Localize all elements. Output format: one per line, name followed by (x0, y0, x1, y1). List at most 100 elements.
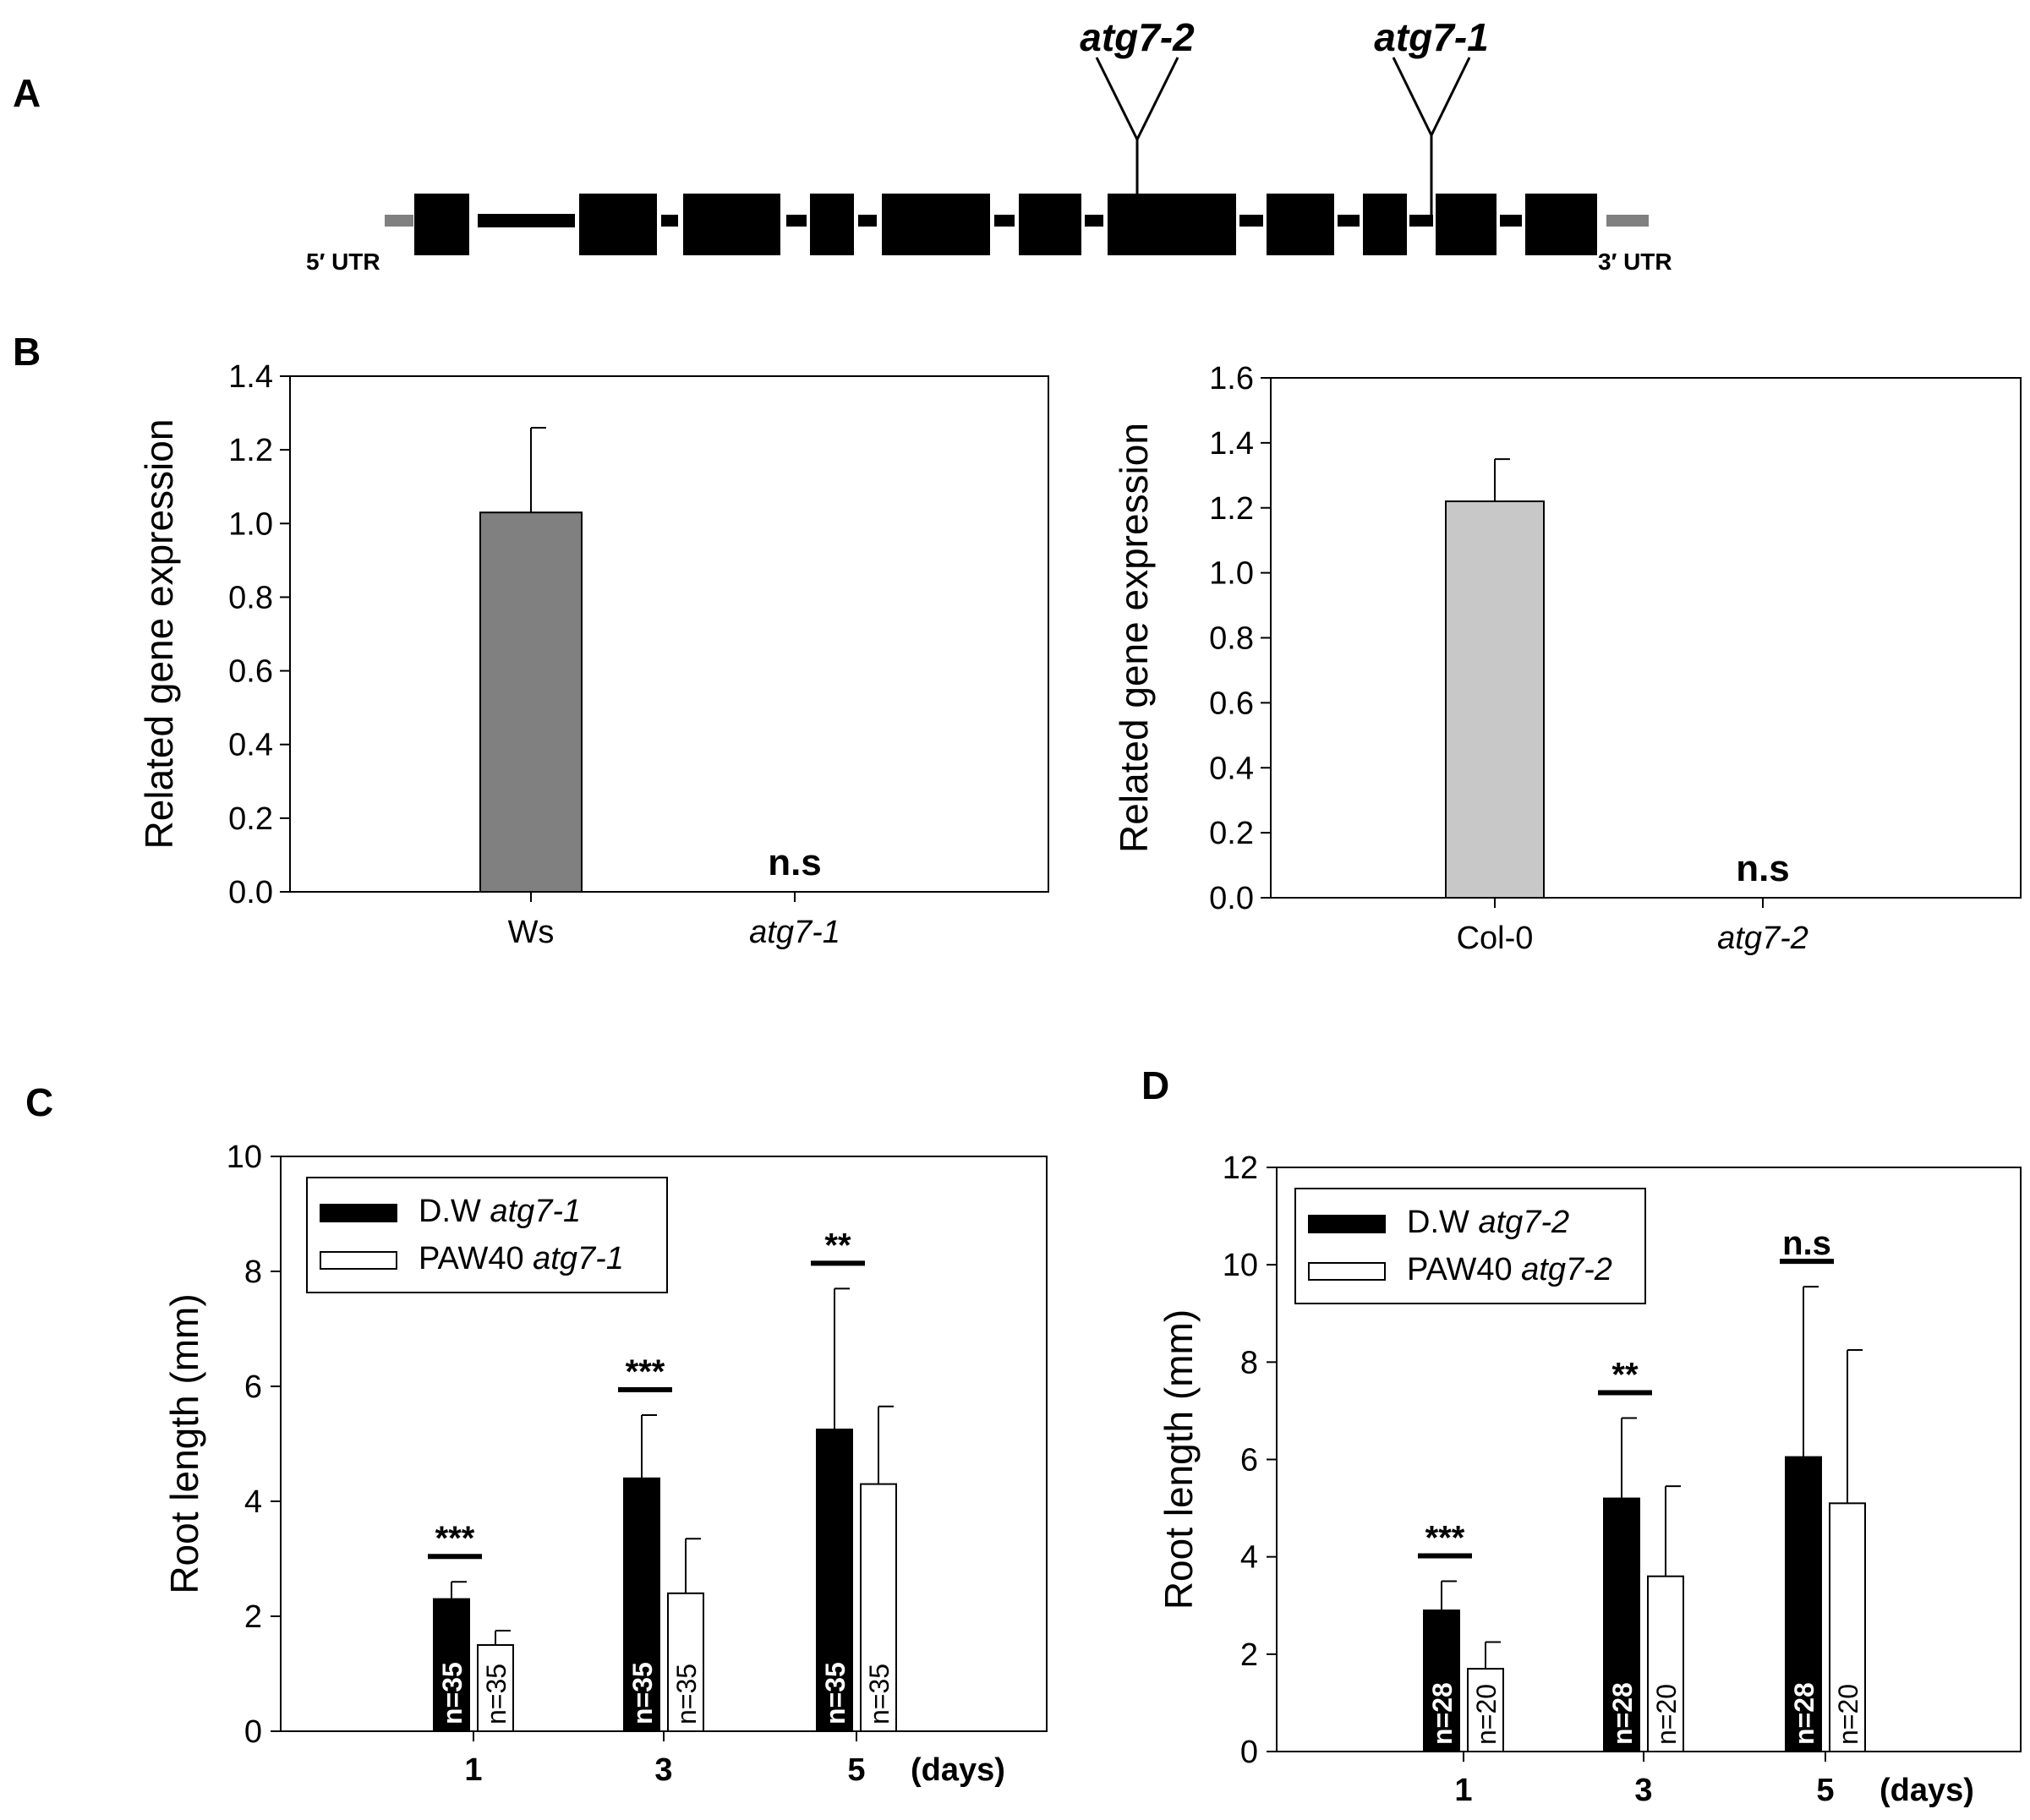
intron (786, 215, 807, 227)
bar-dw-day-5 (816, 1429, 853, 1732)
chart-c: 0 2 4 6 8 10 1 n=35 n=35 *** 3 n=35 n=35 *** 5 n=35 n=35… (162, 1140, 1048, 1788)
x-tick-label: 5 (1816, 1773, 1834, 1808)
intron (661, 215, 678, 227)
n-label: n=35 (437, 1662, 468, 1724)
bar-dw-day-3 (623, 1477, 660, 1733)
legend-box (1294, 1188, 1646, 1304)
exon (579, 194, 657, 255)
exon (1436, 194, 1497, 255)
bar-paw40-day-1 (1467, 1668, 1504, 1752)
x-tick-label: Col-0 (1457, 921, 1534, 956)
legend-label: D.W atg7-1 (419, 1194, 581, 1229)
n-label: n=20 (1833, 1684, 1863, 1745)
exon (1363, 194, 1407, 255)
bar-col-0 (1445, 500, 1545, 899)
y-tick-label: 0.8 (228, 580, 273, 615)
exon (414, 194, 469, 255)
y-tick-label: 0.6 (228, 654, 273, 690)
y-tick-label: 0.2 (1209, 816, 1254, 851)
exon (882, 194, 990, 255)
x-tick-label: 1 (464, 1752, 482, 1788)
plot-frame (1270, 377, 2022, 899)
y-tick-label: 4 (1240, 1540, 1258, 1576)
intron-long (478, 214, 575, 227)
n-label: n=35 (864, 1664, 895, 1724)
y-tick-label: 1.4 (1209, 426, 1254, 462)
exon (683, 194, 780, 255)
y-axis-title: Related gene expression (1112, 423, 1156, 853)
bar-ws (479, 511, 583, 893)
significance-label: *** (435, 1520, 475, 1557)
significance-label: n.s (768, 842, 822, 883)
panel-label-d: D (1141, 1063, 1169, 1107)
panel-label-c: C (25, 1080, 53, 1124)
intron (1409, 215, 1433, 227)
y-tick-label: 0 (1240, 1735, 1258, 1770)
n-label: n=35 (671, 1664, 702, 1724)
legend-series-name: PAW40 (1407, 1252, 1521, 1287)
legend-swatch-paw40 (1308, 1262, 1386, 1281)
gene-diagram: atg7-2 atg7-1 5′ UTR 3′ UTR (306, 15, 1672, 275)
legend-series-genotype: atg7-2 (1521, 1252, 1612, 1287)
n-label: n=28 (1789, 1682, 1819, 1745)
y-tick-label: 0 (244, 1714, 262, 1750)
significance-label: n.s (1736, 848, 1790, 889)
y-tick-label: 0.6 (1209, 686, 1254, 721)
n-label: n=35 (820, 1662, 851, 1724)
legend-label: PAW40 atg7-2 (1407, 1252, 1612, 1287)
bar-dw-day-1 (433, 1598, 470, 1732)
insertion-marker-atg7-1 (1392, 57, 1471, 216)
y-tick-label: 0.8 (1209, 621, 1254, 657)
x-tick-label: atg7-1 (749, 915, 840, 950)
intron (1500, 215, 1522, 227)
y-tick-label: 1.2 (1209, 491, 1254, 527)
legend-series-genotype: atg7-1 (490, 1194, 581, 1229)
exon (1267, 194, 1334, 255)
legend-series-name: PAW40 (419, 1241, 533, 1276)
y-tick-label: 1.0 (1209, 556, 1254, 592)
chart-b-left: 0.0 0.2 0.4 0.6 0.8 1.0 1.2 1.4 Ws atg7-1 n.s Relat… (137, 359, 1049, 950)
y-tick-label: 1.0 (228, 506, 273, 542)
legend-series-genotype: atg7-2 (1478, 1205, 1569, 1240)
legend-swatch-dw (1308, 1215, 1386, 1233)
insertion-label-atg7-1: atg7-1 (1374, 15, 1488, 59)
insertion-label-atg7-2: atg7-2 (1080, 15, 1195, 59)
y-tick-label: 1.6 (1209, 361, 1254, 396)
legend-swatch-dw (320, 1204, 397, 1222)
legend-label: D.W atg7-2 (1407, 1205, 1569, 1240)
bar-paw40-day-1 (477, 1644, 514, 1732)
n-label: n=35 (627, 1662, 658, 1724)
n-label: n=20 (1471, 1684, 1502, 1745)
y-tick-label: 6 (244, 1369, 262, 1405)
intron (1338, 215, 1360, 227)
utr-3-label: 3′ UTR (1598, 249, 1672, 275)
significance-label: n.s (1782, 1225, 1831, 1262)
utr-5-box (385, 215, 413, 227)
bar-paw40-day-5 (1829, 1502, 1866, 1752)
legend-swatch-paw40 (320, 1251, 397, 1270)
bar-paw40-day-3 (1647, 1575, 1684, 1752)
x-tick-label: 1 (1454, 1773, 1472, 1808)
x-tick-label: 5 (847, 1752, 865, 1788)
utr-3-box (1606, 215, 1649, 227)
bar-dw-day-3 (1603, 1497, 1640, 1752)
n-label: n=20 (1651, 1684, 1682, 1745)
exon (1525, 194, 1597, 255)
y-tick-label: 0.4 (1209, 751, 1254, 786)
y-tick-label: 1.4 (228, 359, 273, 395)
y-tick-label: 0.0 (228, 875, 273, 910)
y-tick-label: 2 (244, 1599, 262, 1635)
legend: D.W atg7-2 PAW40 atg7-2 (1294, 1188, 1646, 1304)
n-label: n=28 (1427, 1682, 1458, 1745)
legend-series-name: D.W (419, 1194, 490, 1229)
x-tick-label: Ws (508, 915, 555, 950)
y-tick-label: 6 (1240, 1443, 1258, 1478)
significance-label: *** (626, 1353, 665, 1391)
x-tick-label: 3 (654, 1752, 672, 1788)
exon (1019, 194, 1081, 255)
y-tick-label: 0.0 (1209, 881, 1254, 916)
significance-label: *** (1425, 1519, 1465, 1556)
n-label: n=28 (1607, 1682, 1638, 1745)
x-tick-label: atg7-2 (1717, 921, 1808, 956)
